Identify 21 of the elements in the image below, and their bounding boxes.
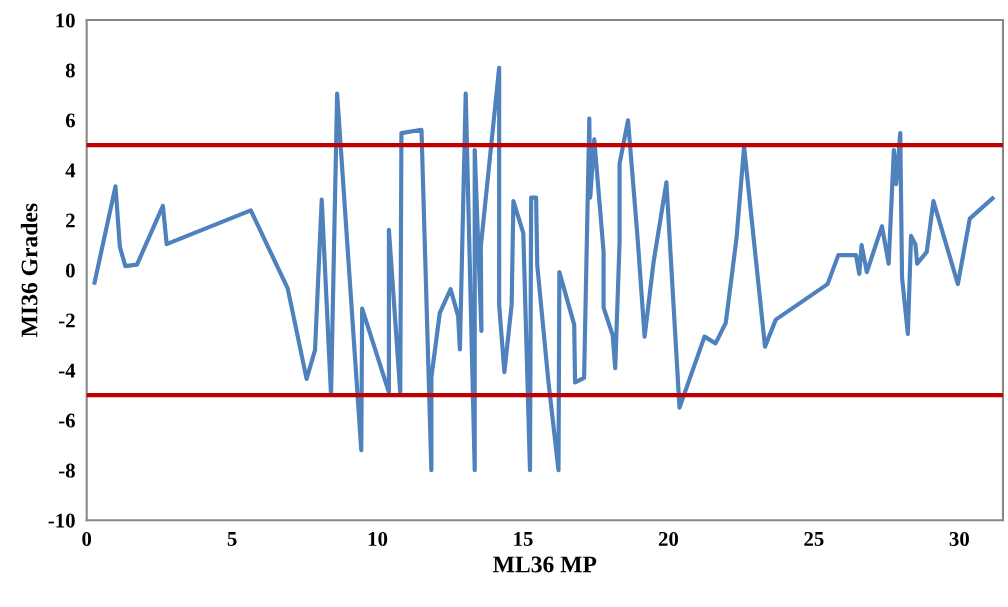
y-tick-label: 10 [56,13,75,28]
y-tick-label: -6 [58,413,75,428]
y-tick-label: 0 [65,263,75,278]
y-tick-label: 6 [65,113,75,128]
x-axis-title: ML36 MP [493,556,597,573]
y-tick-label: -8 [58,463,75,478]
x-tick-label: 0 [82,531,92,546]
x-tick-label: 15 [514,532,533,546]
x-tick-label: 25 [804,531,824,546]
x-tick-label: 20 [658,531,679,546]
y-axis-title: MI36 Grades [20,203,38,337]
y-tick-label: -4 [58,363,76,378]
x-tick-label: 5 [227,532,237,546]
line-series [92,65,995,473]
x-tick-label: 10 [368,531,388,546]
y-tick-label: 4 [65,163,76,178]
x-tick-label: 30 [949,531,969,546]
y-tick-label: 2 [66,213,75,228]
y-tick-label: -2 [58,313,75,328]
y-tick-label: -10 [48,513,75,528]
y-tick-label: 8 [65,63,75,78]
